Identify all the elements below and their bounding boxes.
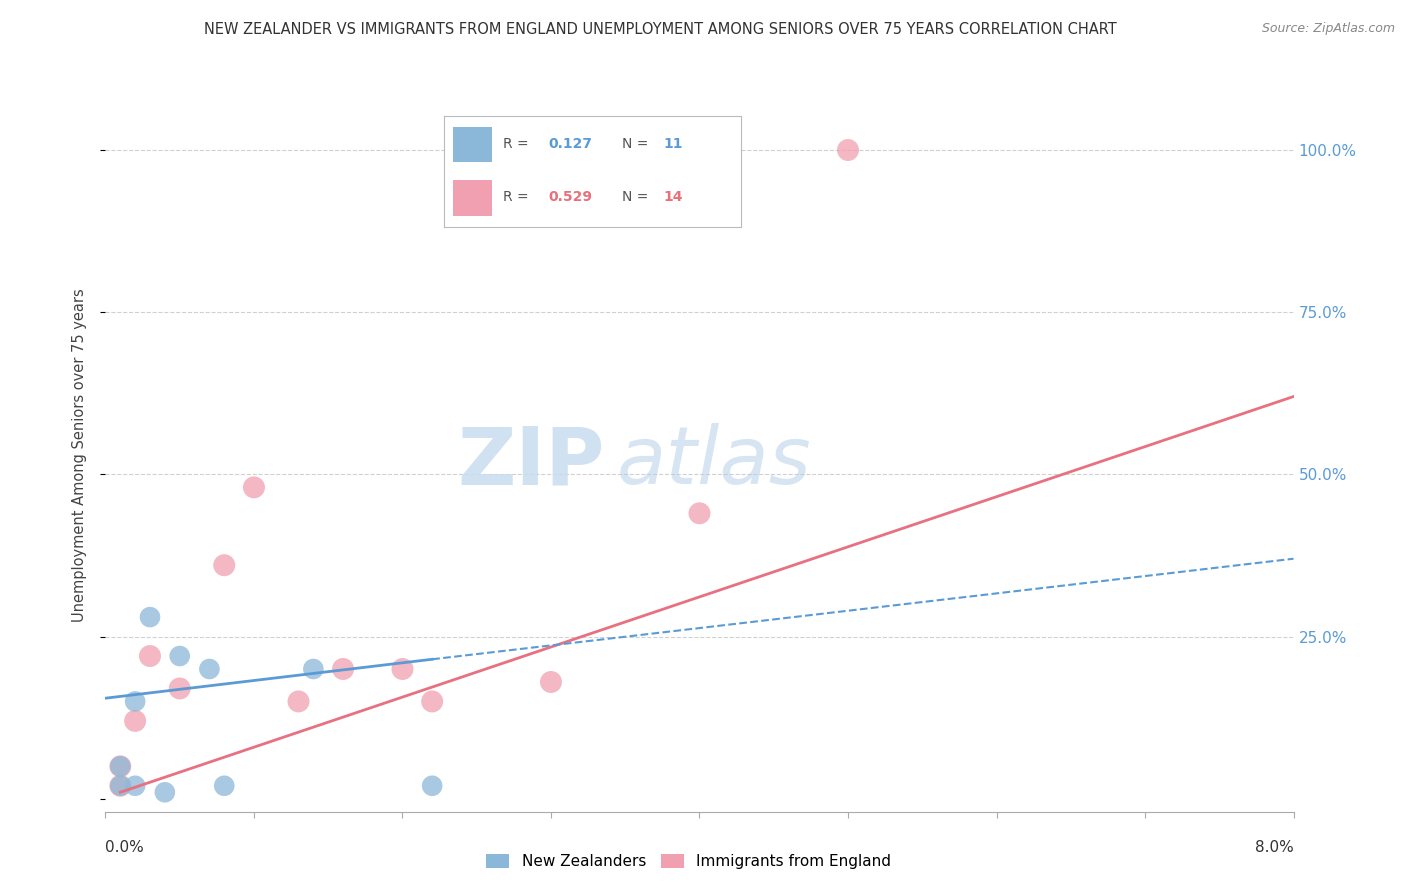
- Point: [124, 694, 146, 708]
- Point: [198, 662, 221, 676]
- Point: [214, 558, 236, 573]
- Point: [124, 779, 146, 793]
- Point: [540, 675, 562, 690]
- Point: [420, 779, 443, 793]
- Point: [287, 694, 309, 708]
- Legend: New Zealanders, Immigrants from England: New Zealanders, Immigrants from England: [481, 848, 897, 875]
- Point: [153, 785, 176, 799]
- Point: [169, 648, 191, 663]
- Point: [139, 648, 162, 663]
- Y-axis label: Unemployment Among Seniors over 75 years: Unemployment Among Seniors over 75 years: [72, 288, 87, 622]
- Text: 8.0%: 8.0%: [1254, 840, 1294, 855]
- Point: [391, 662, 413, 676]
- Text: NEW ZEALANDER VS IMMIGRANTS FROM ENGLAND UNEMPLOYMENT AMONG SENIORS OVER 75 YEAR: NEW ZEALANDER VS IMMIGRANTS FROM ENGLAND…: [204, 22, 1118, 37]
- Point: [124, 714, 146, 728]
- Point: [110, 759, 132, 773]
- Point: [110, 759, 132, 773]
- Text: ZIP: ZIP: [457, 423, 605, 501]
- Text: atlas: atlas: [616, 423, 811, 501]
- Point: [332, 662, 354, 676]
- Text: Source: ZipAtlas.com: Source: ZipAtlas.com: [1261, 22, 1395, 36]
- Text: 0.0%: 0.0%: [105, 840, 145, 855]
- Point: [139, 610, 162, 624]
- Point: [689, 506, 711, 520]
- Point: [302, 662, 325, 676]
- Point: [837, 143, 859, 157]
- Point: [169, 681, 191, 696]
- Point: [110, 779, 132, 793]
- Point: [420, 694, 443, 708]
- Point: [214, 779, 236, 793]
- Point: [110, 779, 132, 793]
- Point: [243, 480, 266, 494]
